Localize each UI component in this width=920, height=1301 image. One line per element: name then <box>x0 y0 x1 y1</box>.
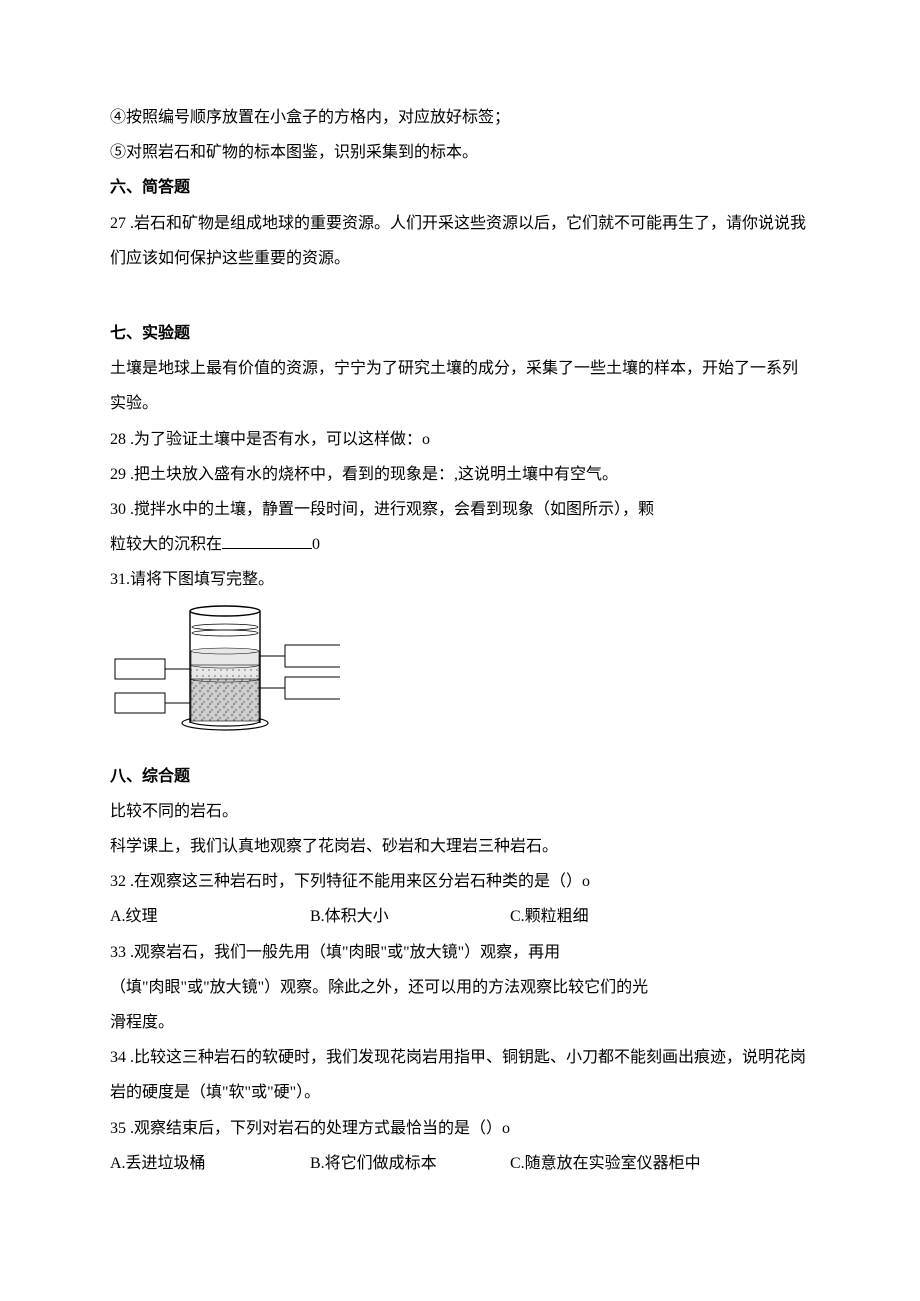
question-30-line2: 粒较大的沉积在 0 <box>110 527 810 562</box>
section-8-intro-1: 比较不同的岩石。 <box>110 794 810 829</box>
question-28: 28 .为了验证土壤中是否有水，可以这样做：o <box>110 422 810 457</box>
question-29: 29 .把土块放入盛有水的烧杯中，看到的现象是：,这说明土壤中有空气。 <box>110 457 810 492</box>
beaker-diagram <box>110 601 810 754</box>
question-33-line1: 33 .观察岩石，我们一般先用（填"肉眼"或"放大镜"）观察，再用 <box>110 935 810 970</box>
question-34: 34 .比较这三种岩石的软硬时，我们发现花岗岩用指甲、铜钥匙、小刀都不能刻画出痕… <box>110 1040 810 1110</box>
q30-suffix: 0 <box>312 536 320 553</box>
blank-answer-space <box>110 276 810 316</box>
q30-prefix: 粒较大的沉积在 <box>110 536 222 553</box>
question-33-line2: （填"肉眼"或"放大镜"）观察。除此之外，还可以用的方法观察比较它们的光 <box>110 970 810 1005</box>
q32-option-a: A.纹理 <box>110 899 310 934</box>
q32-option-b: B.体积大小 <box>310 899 510 934</box>
section-heading-8: 八、综合题 <box>110 759 810 794</box>
question-31: 31.请将下图填写完整。 <box>110 562 810 597</box>
text-line: ④按照编号顺序放置在小盒子的方格内，对应放好标签； <box>110 100 810 135</box>
q32-option-c: C.颗粒粗细 <box>510 899 760 934</box>
question-32-options: A.纹理 B.体积大小 C.颗粒粗细 <box>110 899 810 934</box>
q35-option-b: B.将它们做成标本 <box>310 1146 510 1181</box>
question-27: 27 .岩石和矿物是组成地球的重要资源。人们开采这些资源以后，它们就不可能再生了… <box>110 206 810 276</box>
text-line: ⑤对照岩石和矿物的标本图鉴，识别采集到的标本。 <box>110 135 810 170</box>
section-heading-6: 六、简答题 <box>110 170 810 205</box>
question-33-line3: 滑程度。 <box>110 1005 810 1040</box>
question-32: 32 .在观察这三种岩石时，下列特征不能用来区分岩石种类的是（）o <box>110 864 810 899</box>
section-7-intro: 土壤是地球上最有价值的资源，宁宁为了研究土壤的成分，采集了一些土壤的样本，开始了… <box>110 351 810 421</box>
question-35: 35 .观察结束后，下列对岩石的处理方式最恰当的是（）o <box>110 1111 810 1146</box>
question-35-options: A.丢进垃圾桶 B.将它们做成标本 C.随意放在实验室仪器柜中 <box>110 1146 810 1181</box>
section-heading-7: 七、实验题 <box>110 316 810 351</box>
q35-option-a: A.丢进垃圾桶 <box>110 1146 310 1181</box>
section-8-intro-2: 科学课上，我们认真地观察了花岗岩、砂岩和大理岩三种岩石。 <box>110 829 810 864</box>
fill-blank <box>222 532 312 549</box>
q35-option-c: C.随意放在实验室仪器柜中 <box>510 1146 760 1181</box>
question-30-line1: 30 .搅拌水中的土壤，静置一段时间，进行观察，会看到现象（如图所示），颗 <box>110 492 810 527</box>
